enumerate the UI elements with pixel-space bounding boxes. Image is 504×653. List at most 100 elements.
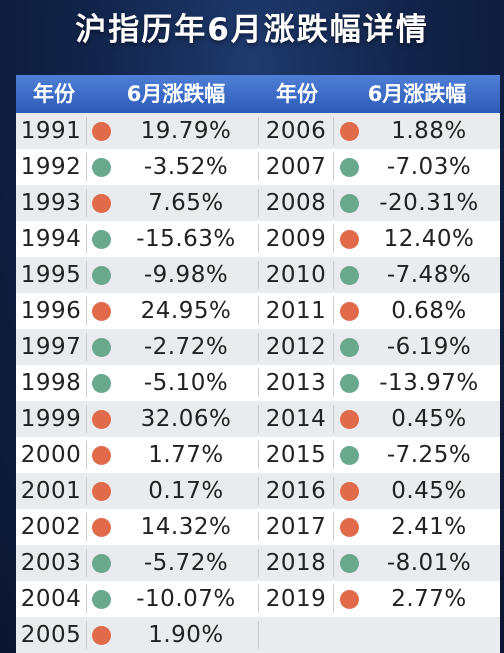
change-cell: -13.97%	[379, 370, 479, 396]
trend-marker-cell	[336, 257, 362, 293]
year-cell: 1996	[20, 298, 82, 324]
trend-marker-cell	[88, 437, 116, 473]
trend-marker-cell	[336, 185, 362, 221]
trend-marker-cell	[88, 257, 116, 293]
down-dot-icon	[340, 446, 359, 465]
column-divider	[86, 333, 87, 361]
column-divider	[258, 261, 259, 289]
down-dot-icon	[92, 338, 111, 357]
up-dot-icon	[92, 626, 111, 645]
table-row: 1998 -5.10% 2013 -13.97%	[16, 365, 500, 401]
down-dot-icon	[340, 158, 359, 177]
column-divider	[333, 333, 334, 361]
trend-marker-cell	[336, 545, 362, 581]
trend-marker-cell	[336, 113, 362, 149]
column-divider	[86, 549, 87, 577]
change-cell: -8.01%	[386, 550, 472, 576]
trend-marker-cell	[88, 617, 116, 653]
year-cell: 2000	[20, 442, 82, 468]
up-dot-icon	[92, 302, 111, 321]
change-cell: 1.88%	[391, 118, 467, 144]
trend-marker-cell	[336, 401, 362, 437]
year-cell: 2015	[265, 442, 327, 468]
change-cell: 1.77%	[148, 442, 224, 468]
year-cell: 1997	[20, 334, 82, 360]
column-divider	[333, 297, 334, 325]
column-divider	[258, 513, 259, 541]
trend-marker-cell	[88, 509, 116, 545]
change-cell: -20.31%	[379, 190, 479, 216]
change-cell: 1.90%	[148, 622, 224, 648]
trend-marker-cell	[336, 365, 362, 401]
change-cell: 2.77%	[391, 586, 467, 612]
year-cell: 1999	[20, 406, 82, 432]
year-cell: 1993	[20, 190, 82, 216]
trend-marker-cell	[88, 185, 116, 221]
column-divider	[258, 621, 259, 649]
year-cell: 2004	[20, 586, 82, 612]
up-dot-icon	[92, 194, 111, 213]
table-row: 1992 -3.52% 2007 -7.03%	[16, 149, 500, 185]
table-row: 1996 24.95% 2011 0.68%	[16, 293, 500, 329]
table-body: 1991 19.79% 2006 1.88% 1992 -3.52% 2007 -7.03% 1…	[16, 113, 500, 653]
page-title: 沪指历年6月涨跌幅详情	[75, 12, 429, 48]
up-dot-icon	[92, 410, 111, 429]
table-row: 1993 7.65% 2008 -20.31%	[16, 185, 500, 221]
header-change-left: 6月涨跌幅	[126, 82, 226, 106]
year-cell: 2003	[20, 550, 82, 576]
table-row: 2003 -5.72% 2018 -8.01%	[16, 545, 500, 581]
year-cell: 2014	[265, 406, 327, 432]
up-dot-icon	[340, 482, 359, 501]
column-divider	[86, 441, 87, 469]
trend-marker-cell	[88, 293, 116, 329]
trend-marker-cell	[88, 221, 116, 257]
column-divider	[258, 117, 259, 145]
year-cell: 1995	[20, 262, 82, 288]
change-cell: 12.40%	[383, 226, 475, 252]
table-row: 1995 -9.98% 2010 -7.48%	[16, 257, 500, 293]
column-divider	[333, 585, 334, 613]
year-cell: 2019	[265, 586, 327, 612]
column-divider	[258, 441, 259, 469]
column-divider	[333, 189, 334, 217]
column-divider	[86, 261, 87, 289]
column-divider	[86, 513, 87, 541]
down-dot-icon	[92, 590, 111, 609]
year-cell: 1991	[20, 118, 82, 144]
column-divider	[86, 117, 87, 145]
change-cell: -10.07%	[136, 586, 236, 612]
column-divider	[258, 549, 259, 577]
year-cell: 2001	[20, 478, 82, 504]
table-row: 2002 14.32% 2017 2.41%	[16, 509, 500, 545]
column-divider	[258, 477, 259, 505]
column-divider	[258, 297, 259, 325]
year-cell: 2006	[265, 118, 327, 144]
year-cell: 2011	[265, 298, 327, 324]
trend-marker-cell	[336, 149, 362, 185]
column-divider	[258, 189, 259, 217]
change-cell: -5.72%	[143, 550, 229, 576]
down-dot-icon	[340, 266, 359, 285]
table-row: 1994 -15.63% 2009 12.40%	[16, 221, 500, 257]
trend-marker-cell	[88, 545, 116, 581]
down-dot-icon	[340, 338, 359, 357]
change-cell: -9.98%	[143, 262, 229, 288]
change-cell: -15.63%	[136, 226, 236, 252]
change-cell: 0.17%	[148, 478, 224, 504]
column-divider	[258, 225, 259, 253]
header-year-left: 年份	[33, 82, 75, 106]
table-row: 1997 -2.72% 2012 -6.19%	[16, 329, 500, 365]
table-row: 2004 -10.07% 2019 2.77%	[16, 581, 500, 617]
trend-marker-cell	[88, 329, 116, 365]
change-cell: 7.65%	[148, 190, 224, 216]
year-cell: 2017	[265, 514, 327, 540]
trend-marker-cell	[336, 509, 362, 545]
change-cell: 24.95%	[140, 298, 232, 324]
year-cell: 2008	[265, 190, 327, 216]
change-cell: -5.10%	[143, 370, 229, 396]
column-divider	[333, 405, 334, 433]
year-cell: 2002	[20, 514, 82, 540]
trend-marker-cell	[336, 329, 362, 365]
column-divider	[86, 585, 87, 613]
change-cell: -7.25%	[386, 442, 472, 468]
